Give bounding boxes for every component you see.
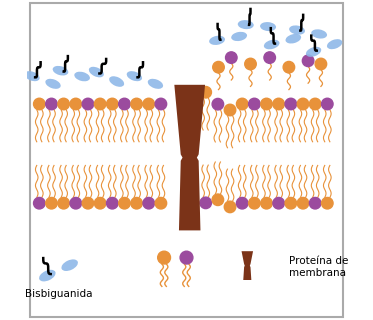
Circle shape <box>224 89 236 100</box>
Circle shape <box>236 98 248 110</box>
Circle shape <box>212 193 224 205</box>
Ellipse shape <box>127 71 142 81</box>
Circle shape <box>46 197 57 209</box>
Circle shape <box>119 197 130 209</box>
Ellipse shape <box>306 47 321 57</box>
Circle shape <box>315 58 327 70</box>
Text: Bisbiguanida: Bisbiguanida <box>25 289 92 300</box>
Circle shape <box>180 251 193 264</box>
Circle shape <box>34 98 45 110</box>
Circle shape <box>226 52 237 63</box>
Circle shape <box>46 98 57 110</box>
Circle shape <box>322 98 333 110</box>
Circle shape <box>297 98 309 110</box>
Circle shape <box>309 197 321 209</box>
Ellipse shape <box>311 29 327 39</box>
Circle shape <box>158 251 170 264</box>
Circle shape <box>143 197 154 209</box>
Circle shape <box>309 98 321 110</box>
Circle shape <box>119 98 130 110</box>
Circle shape <box>131 98 142 110</box>
Ellipse shape <box>39 270 56 281</box>
Ellipse shape <box>89 67 104 77</box>
Ellipse shape <box>53 66 68 76</box>
Ellipse shape <box>148 79 163 89</box>
Circle shape <box>107 197 118 209</box>
Ellipse shape <box>46 79 61 89</box>
Polygon shape <box>242 251 253 280</box>
Ellipse shape <box>62 260 78 271</box>
Circle shape <box>34 197 45 209</box>
Circle shape <box>245 58 256 70</box>
Circle shape <box>322 197 333 209</box>
Circle shape <box>283 61 295 73</box>
Circle shape <box>213 61 224 73</box>
Ellipse shape <box>264 40 279 49</box>
Ellipse shape <box>285 34 301 44</box>
Circle shape <box>70 98 82 110</box>
Circle shape <box>107 98 118 110</box>
Circle shape <box>297 197 309 209</box>
Circle shape <box>155 98 167 110</box>
Ellipse shape <box>209 36 225 45</box>
Circle shape <box>285 197 297 209</box>
Ellipse shape <box>289 25 305 35</box>
Circle shape <box>248 197 260 209</box>
Circle shape <box>143 98 154 110</box>
Circle shape <box>273 197 285 209</box>
Circle shape <box>131 197 142 209</box>
Ellipse shape <box>24 71 40 81</box>
Circle shape <box>261 197 272 209</box>
Circle shape <box>82 98 94 110</box>
Circle shape <box>303 55 314 67</box>
Circle shape <box>82 197 94 209</box>
Circle shape <box>248 98 260 110</box>
Circle shape <box>94 98 106 110</box>
Circle shape <box>236 197 248 209</box>
Circle shape <box>94 197 106 209</box>
Circle shape <box>58 197 69 209</box>
Circle shape <box>285 98 297 110</box>
Circle shape <box>264 52 275 63</box>
Ellipse shape <box>109 76 124 87</box>
Circle shape <box>200 201 211 213</box>
Ellipse shape <box>238 20 254 29</box>
Circle shape <box>224 200 236 211</box>
Ellipse shape <box>260 22 276 31</box>
Ellipse shape <box>74 72 90 81</box>
Circle shape <box>200 101 211 113</box>
Ellipse shape <box>327 39 342 49</box>
Circle shape <box>155 197 167 209</box>
Polygon shape <box>174 85 205 230</box>
Circle shape <box>70 197 82 209</box>
Circle shape <box>273 98 285 110</box>
Text: Proteína de
membrana: Proteína de membrana <box>289 256 348 278</box>
Circle shape <box>261 98 272 110</box>
Ellipse shape <box>231 32 247 41</box>
Circle shape <box>58 98 69 110</box>
Circle shape <box>212 99 224 110</box>
